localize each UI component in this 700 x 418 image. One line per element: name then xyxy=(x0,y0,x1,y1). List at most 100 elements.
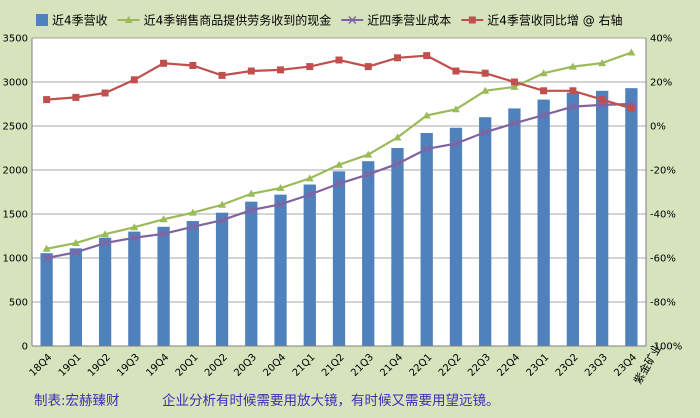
point-marker xyxy=(598,96,606,104)
point-marker xyxy=(335,160,343,168)
legend-label: 近4季营收 xyxy=(52,14,108,28)
bar xyxy=(391,148,404,346)
point-marker xyxy=(71,239,80,247)
point-marker-stroke xyxy=(393,159,402,168)
bar xyxy=(186,221,199,346)
point-marker-stroke xyxy=(247,206,256,215)
bar xyxy=(157,226,170,346)
point-marker xyxy=(189,62,197,69)
point-marker xyxy=(101,89,109,97)
point-marker-stroke xyxy=(451,139,460,148)
bar-series xyxy=(40,88,638,347)
point-marker xyxy=(510,82,519,90)
legend-label: 近4季营收同比增 @ 右轴 xyxy=(487,13,622,28)
point-marker xyxy=(188,208,197,216)
point-marker xyxy=(468,16,476,24)
point-marker xyxy=(335,56,343,64)
point-marker xyxy=(568,62,577,70)
point-marker xyxy=(42,244,51,252)
point-marker xyxy=(539,110,548,120)
point-marker xyxy=(539,69,548,77)
point-marker xyxy=(364,150,373,158)
point-marker xyxy=(481,86,490,94)
point-marker xyxy=(188,222,197,231)
bar xyxy=(508,108,521,347)
point-marker xyxy=(481,69,489,77)
right-tick-label: -40% xyxy=(650,210,676,221)
point-marker xyxy=(452,67,460,75)
bar xyxy=(479,117,492,346)
left-tick-label: 0 xyxy=(22,342,28,353)
point-marker-stroke xyxy=(348,15,357,25)
point-marker xyxy=(130,223,139,231)
right-tick-label: -20% xyxy=(650,166,676,177)
point-marker xyxy=(540,87,548,95)
point-marker xyxy=(101,230,110,238)
point-marker xyxy=(510,119,519,128)
point-marker xyxy=(451,105,460,113)
point-marker xyxy=(451,139,460,148)
point-marker xyxy=(305,190,314,199)
point-marker xyxy=(159,215,168,223)
line-series xyxy=(42,48,636,263)
point-marker xyxy=(334,179,344,188)
point-marker xyxy=(510,78,518,86)
right-tick-label: 0% xyxy=(650,122,666,133)
point-marker-stroke xyxy=(276,200,285,209)
point-marker xyxy=(276,184,285,192)
point-marker-stroke xyxy=(481,128,490,137)
point-marker xyxy=(569,87,577,95)
point-marker xyxy=(364,170,373,179)
bar xyxy=(596,90,609,346)
point-marker xyxy=(393,133,402,141)
point-marker xyxy=(218,200,227,208)
left-tick-label: 2000 xyxy=(3,166,28,177)
point-marker xyxy=(247,189,256,197)
line-series-group xyxy=(42,48,636,252)
point-marker xyxy=(71,248,80,257)
point-marker xyxy=(276,200,285,209)
point-marker-stroke xyxy=(364,170,373,179)
bar xyxy=(98,237,112,346)
legend-label: 近4季销售商品提供劳务收到的现金 xyxy=(144,13,332,28)
point-marker-stroke xyxy=(101,239,110,248)
bar xyxy=(420,133,433,346)
point-marker-stroke xyxy=(71,248,80,257)
bar xyxy=(128,231,141,346)
point-marker xyxy=(598,59,607,67)
right-tick-label: -60% xyxy=(650,254,676,265)
point-marker xyxy=(101,239,110,248)
point-marker xyxy=(159,229,168,238)
right-tick-label: 20% xyxy=(650,78,672,89)
left-tick-label: 500 xyxy=(9,298,28,309)
point-marker-stroke xyxy=(539,110,548,120)
point-marker xyxy=(393,159,402,168)
bar xyxy=(69,248,82,346)
point-marker-stroke xyxy=(510,119,519,128)
point-marker-stroke xyxy=(42,253,51,263)
point-marker xyxy=(422,144,431,153)
line-series-group xyxy=(42,99,636,263)
bar xyxy=(332,171,346,346)
point-marker xyxy=(247,67,255,75)
bar xyxy=(40,253,53,346)
footer-source: 制表:宏赫臻财 xyxy=(34,393,120,409)
right-tick-label: -80% xyxy=(650,298,676,309)
right-tick-label: 40% xyxy=(650,34,672,45)
point-marker-stroke xyxy=(188,222,197,231)
point-marker-stroke xyxy=(568,102,577,111)
point-marker xyxy=(423,52,431,60)
point-marker-stroke xyxy=(334,179,344,188)
bar xyxy=(566,92,580,346)
bar xyxy=(362,161,375,346)
point-marker xyxy=(422,111,431,119)
point-marker xyxy=(364,63,372,71)
point-marker-stroke xyxy=(218,216,227,225)
point-marker xyxy=(42,253,51,263)
point-marker xyxy=(130,233,139,242)
point-marker xyxy=(393,54,401,62)
left-tick-label: 1000 xyxy=(3,254,28,265)
point-marker xyxy=(348,15,357,25)
point-marker xyxy=(627,104,635,112)
